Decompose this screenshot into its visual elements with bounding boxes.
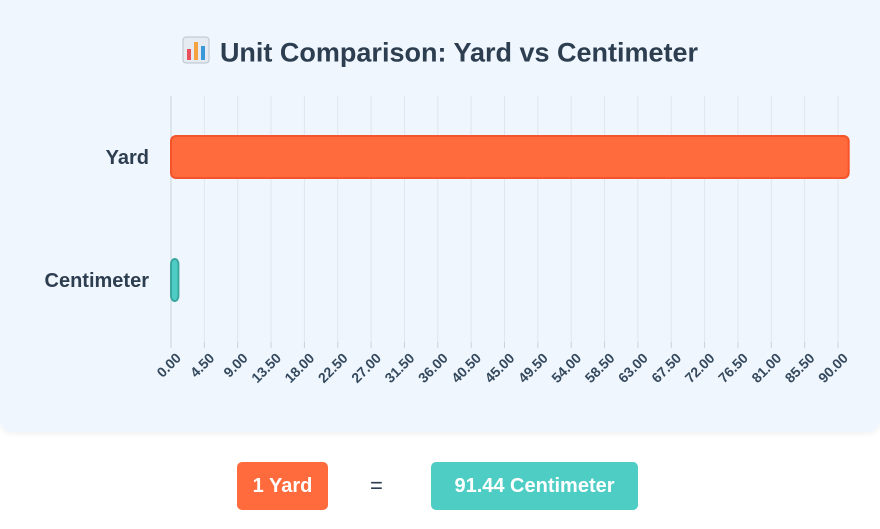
bar-chart-icon: [182, 36, 210, 71]
x-tick-label: 58.50: [582, 350, 618, 386]
bar-chart: Yard Centimeter 0.00 4.50 9.0013.5018.0022.…: [45, 96, 851, 386]
bar-yard[interactable]: [170, 135, 850, 179]
x-tick-label: 81.00: [748, 350, 784, 386]
x-tick-label: 31.50: [381, 350, 417, 386]
category-label-centimeter: Centimeter: [45, 270, 150, 292]
x-tick-label: 67.50: [648, 350, 684, 386]
x-tick-label: 9.00: [220, 350, 251, 381]
chart-title: Unit Comparison: Yard vs Centimeter: [0, 36, 880, 71]
chart-title-text: Unit Comparison: Yard vs Centimeter: [219, 37, 699, 68]
x-tick-label: 54.00: [548, 350, 584, 386]
x-tick-label: 63.00: [615, 350, 651, 386]
chart-card: Unit Comparison: Yard vs Centimeter: [0, 0, 880, 432]
equals-sign: =: [370, 473, 383, 498]
x-tick-label: 13.50: [248, 350, 284, 386]
x-tick-label: 4.50: [187, 350, 218, 381]
x-tick-label: 36.00: [415, 350, 451, 386]
x-tick-label: 76.50: [715, 350, 751, 386]
bar-centimeter[interactable]: [170, 258, 180, 302]
x-tick-label: 0.00: [153, 350, 184, 381]
x-tick-label: 45.00: [481, 350, 517, 386]
x-tick-label: 49.50: [515, 350, 551, 386]
category-label-yard: Yard: [106, 147, 149, 169]
x-tick-label: 18.00: [281, 350, 317, 386]
x-tick-label: 27.00: [348, 350, 384, 386]
x-tick-label: 90.00: [815, 350, 851, 386]
x-tick-label: 72.00: [682, 350, 718, 386]
source-value-badge: 1 Yard: [237, 462, 328, 510]
x-tick-label: 40.50: [448, 350, 484, 386]
x-tick-label: 85.50: [782, 350, 818, 386]
target-value-badge: 91.44 Centimeter: [431, 462, 638, 510]
x-tick-label: 22.50: [315, 350, 351, 386]
conversion-result: 1 Yard = 91.44 Centimeter: [0, 462, 880, 510]
